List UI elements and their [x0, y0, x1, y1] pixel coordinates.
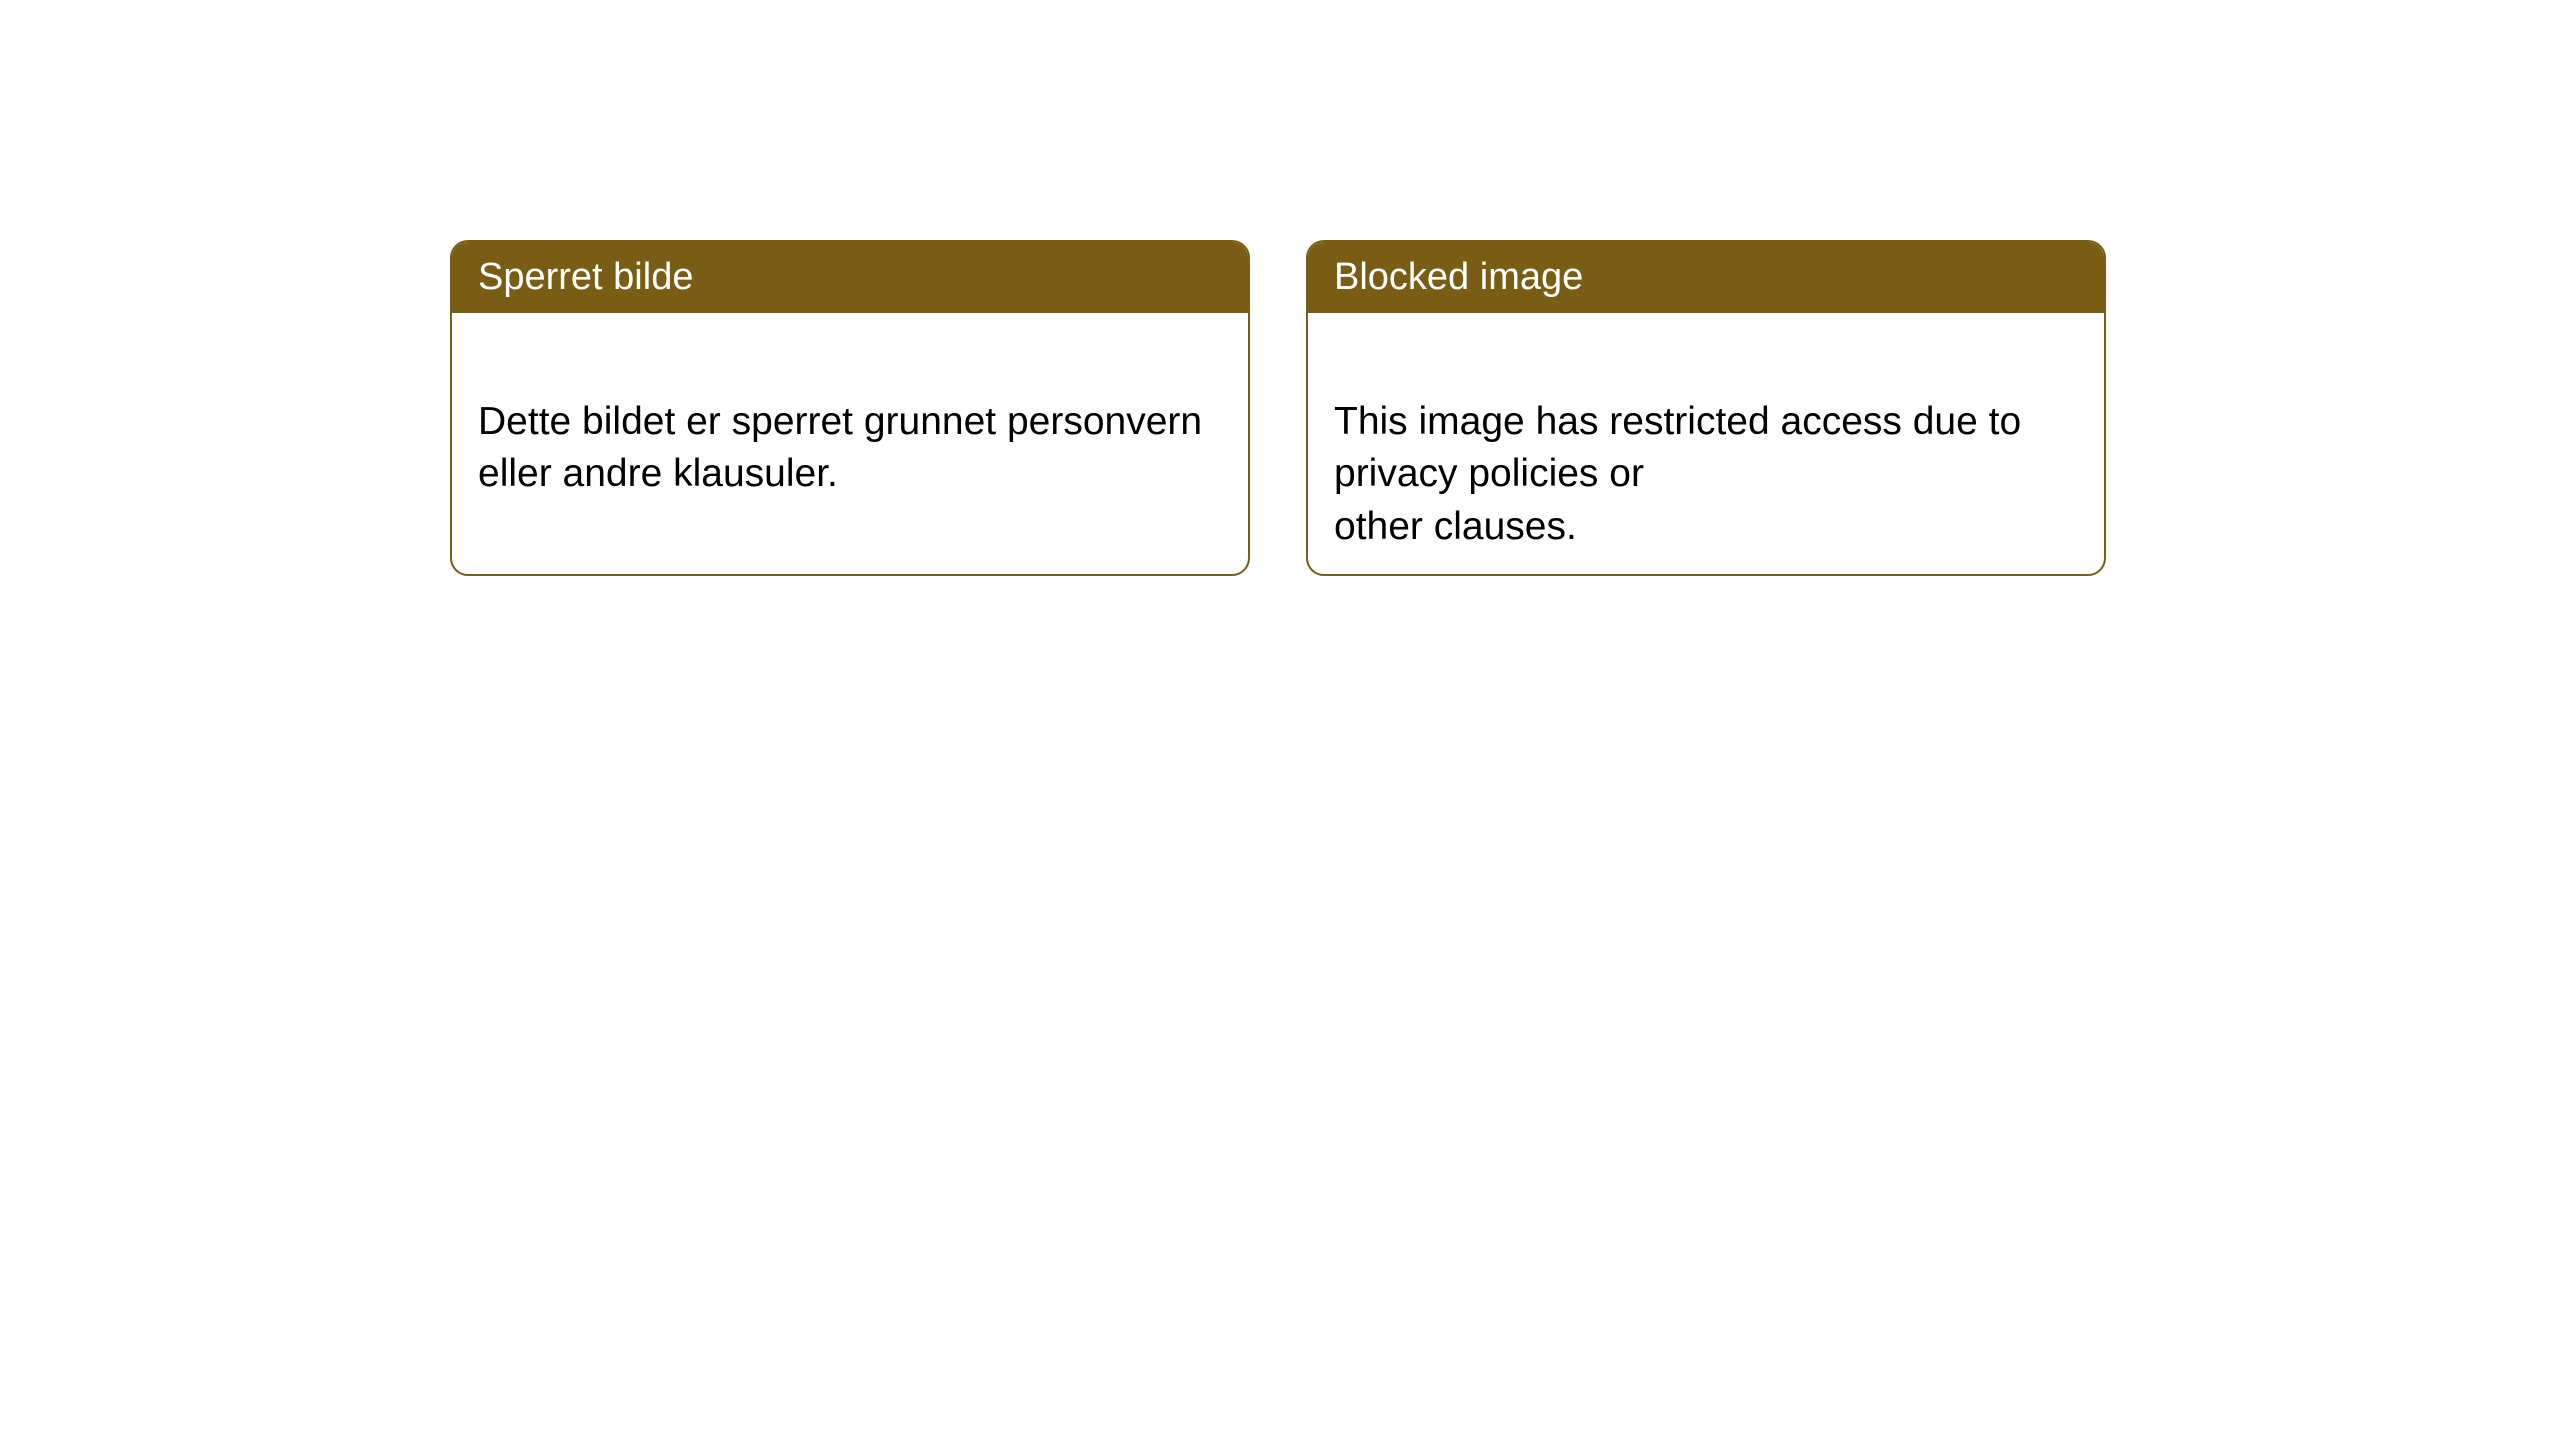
card-body-text: Dette bildet er sperret grunnet personve…	[478, 400, 1202, 496]
card-title: Sperret bilde	[478, 256, 693, 298]
card-body: This image has restricted access due to …	[1308, 313, 2104, 576]
notice-container: Sperret bilde Dette bildet er sperret gr…	[450, 240, 2106, 576]
card-header: Blocked image	[1308, 242, 2104, 313]
card-title: Blocked image	[1334, 256, 1583, 298]
notice-card-english: Blocked image This image has restricted …	[1306, 240, 2106, 576]
card-header: Sperret bilde	[452, 242, 1248, 313]
card-body-text: This image has restricted access due to …	[1334, 400, 2021, 548]
notice-card-norwegian: Sperret bilde Dette bildet er sperret gr…	[450, 240, 1250, 576]
card-body: Dette bildet er sperret grunnet personve…	[452, 313, 1248, 531]
